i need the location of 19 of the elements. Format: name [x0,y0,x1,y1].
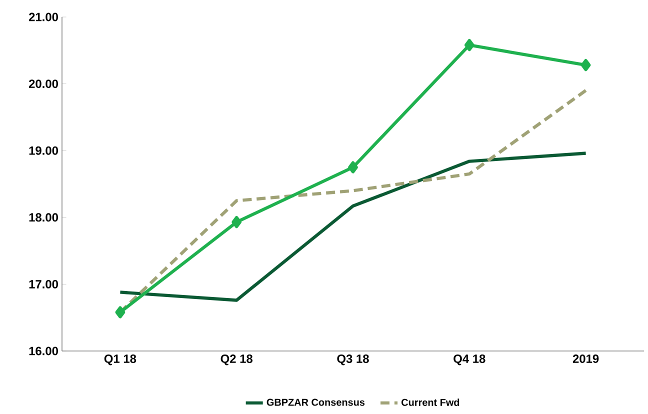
line-series [118,152,588,302]
x-tick-label: 2019 [572,354,599,363]
point [348,161,358,174]
y-tick-label: 18.00 [29,213,58,222]
point [580,59,591,72]
point [232,216,242,228]
y-tick-label: 16.00 [29,346,58,356]
x-tick-label: Q4 18 [454,354,486,366]
legend-label: GBPZAR Consensus [266,398,365,406]
point [464,38,474,52]
legend-label: Current Fwd [402,398,460,406]
y-tick-label: 21.00 [28,12,58,22]
y-tick-label: 19.00 [29,146,58,155]
y-tick-label: 17.00 [29,280,58,288]
y-tick-label: 20.00 [28,80,58,88]
x-tick-label: Q1 18 [104,354,136,366]
point [115,306,126,318]
x-tick-label: Q2 18 [220,354,253,366]
x-tick-label: Q3 18 [337,354,369,366]
